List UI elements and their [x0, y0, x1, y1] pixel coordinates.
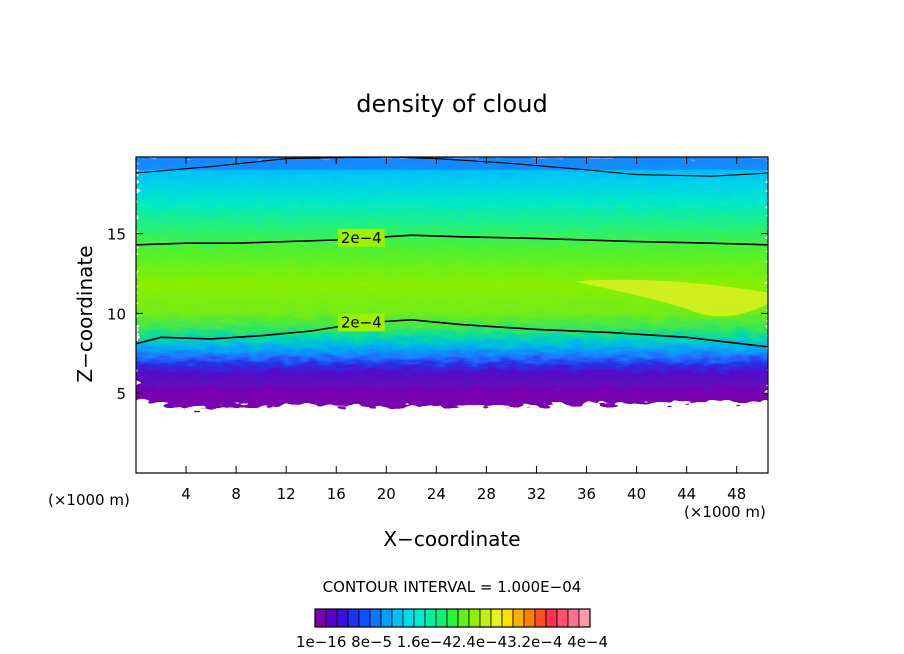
contour-label-bg	[337, 228, 385, 247]
cloud-top-band	[136, 157, 768, 170]
contour-line	[136, 318, 768, 348]
x-tick-label: 32	[527, 485, 546, 503]
colorbar-frame	[314, 608, 591, 628]
colorbar-swatch	[567, 608, 580, 628]
x-tick-label: 4	[181, 485, 191, 503]
y-tick-label: 15	[107, 226, 126, 244]
colorbar-swatch	[512, 608, 525, 628]
x-tick-label: 24	[427, 485, 446, 503]
contour-field	[136, 157, 768, 473]
colorbar-swatch	[413, 608, 426, 628]
colorbar-swatch	[479, 608, 492, 628]
x-tick-label: 20	[377, 485, 396, 503]
x-tick-label: 44	[677, 485, 696, 503]
x-axis: 4 8 12 16 20 24 28 32 36 40 44 48	[181, 157, 746, 503]
x-unit-left: (×1000 m)	[48, 491, 130, 509]
contour-label: 2e−4	[341, 229, 382, 247]
colorbar-swatch	[435, 608, 448, 628]
colorbar-swatch	[358, 608, 371, 628]
x-tick-label: 36	[577, 485, 596, 503]
plot-frame	[135, 156, 769, 474]
x-tick-label: 40	[627, 485, 646, 503]
y-tick-label: 10	[107, 305, 126, 323]
contour-label: 2e−4	[341, 313, 382, 331]
cloud-body	[136, 157, 768, 410]
cloud-base	[136, 388, 768, 410]
colorbar	[314, 608, 591, 628]
colorbar-swatch	[468, 608, 481, 628]
x-tick-label: 12	[277, 485, 296, 503]
max-density-region	[574, 279, 768, 317]
colorbar-swatch	[523, 608, 536, 628]
colorbar-swatch	[457, 608, 470, 628]
x-axis-label: X−coordinate	[383, 527, 520, 551]
colorbar-swatch	[402, 608, 415, 628]
colorbar-swatch	[325, 608, 338, 628]
colorbar-swatch	[336, 608, 349, 628]
y-axis: 5 10 15	[107, 226, 768, 403]
colorbar-swatch	[380, 608, 393, 628]
colorbar-swatch	[446, 608, 459, 628]
x-tick-label: 48	[727, 485, 746, 503]
contour-line	[136, 157, 768, 177]
x-tick-label: 28	[477, 485, 496, 503]
colorbar-swatch	[578, 608, 591, 628]
colorbar-swatch	[534, 608, 547, 628]
contour-lines: 2e−4 2e−4	[136, 157, 768, 348]
colorbar-swatch	[424, 608, 437, 628]
y-tick-label: 5	[116, 385, 126, 403]
contour-interval-text: CONTOUR INTERVAL = 1.000E−04	[323, 578, 582, 596]
colorbar-swatch	[545, 608, 558, 628]
colorbar-swatch	[369, 608, 382, 628]
colorbar-swatch	[347, 608, 360, 628]
contour-label-bg	[337, 313, 385, 332]
x-unit-right: (×1000 m)	[684, 503, 766, 521]
colorbar-swatch	[391, 608, 404, 628]
contour-line	[136, 234, 768, 246]
y-axis-label: Z−coordinate	[73, 245, 97, 382]
colorbar-swatch	[501, 608, 514, 628]
chart-title: density of cloud	[356, 90, 547, 118]
colorbar-labels: 1e−16 8e−5 1.6e−42.4e−43.2e−4 4e−4	[296, 633, 608, 651]
colorbar-swatch	[314, 608, 327, 628]
x-tick-label: 8	[231, 485, 241, 503]
colorbar-swatch	[490, 608, 503, 628]
x-tick-label: 16	[327, 485, 346, 503]
cloud-band	[136, 157, 768, 402]
colorbar-swatch	[556, 608, 569, 628]
